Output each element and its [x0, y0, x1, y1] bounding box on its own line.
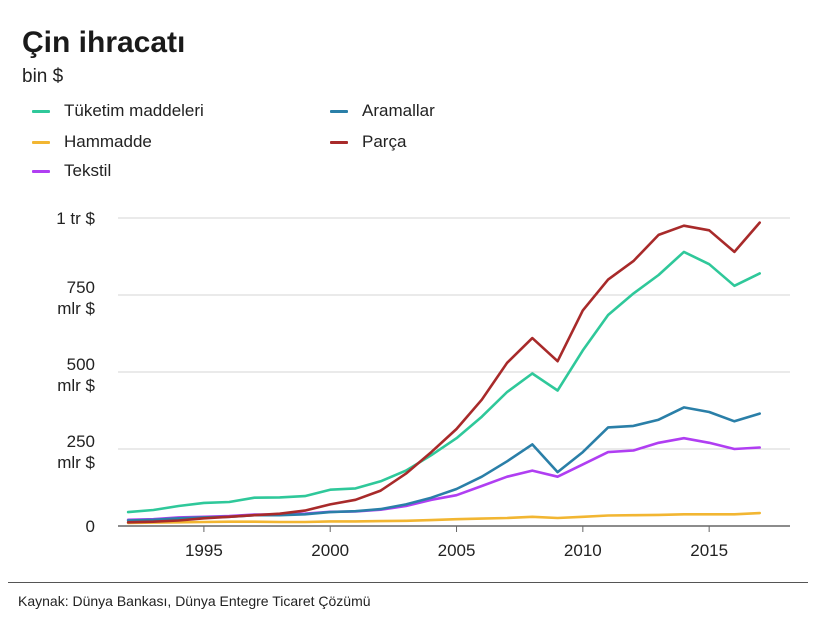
legend-swatch [32, 169, 50, 173]
source-note: Kaynak: Dünya Bankası, Dünya Entegre Tic… [18, 593, 371, 609]
legend-label: Parça [362, 132, 407, 151]
series-lines [126, 221, 762, 525]
legend-item-tuketim: Tüketim maddeleri [32, 100, 204, 122]
legend-swatch [330, 140, 348, 144]
x-axis-ticks: 1995 2000 2005 2010 2015 [185, 526, 728, 560]
x-tick-label: 2010 [564, 541, 602, 560]
series-line-1 [126, 511, 762, 525]
y-tick-label: 0 [86, 517, 95, 536]
y-tick-label: 1 tr $ [56, 209, 95, 228]
x-tick-label: 2000 [311, 541, 349, 560]
y-axis-ticks: 0 250 mlr $ 500 mlr $ 750 mlr $ 1 tr $ [56, 209, 95, 536]
y-tick-label: 750 mlr $ [57, 278, 95, 318]
legend-item-hammadde: Hammadde [32, 131, 152, 153]
y-tick-label-line: 500 [67, 355, 95, 374]
legend-label: Aramallar [362, 101, 435, 120]
x-tick-label: 2015 [690, 541, 728, 560]
legend-item-tekstil: Tekstil [32, 160, 111, 182]
y-tick-label-line: 250 [67, 432, 95, 451]
chart-subtitle: bin $ [22, 66, 64, 87]
y-tick-label-line: 1 tr $ [56, 209, 95, 228]
legend-item-aramallar: Aramallar [330, 100, 435, 122]
legend-label: Hammadde [64, 132, 152, 151]
y-tick-label: 250 mlr $ [57, 432, 95, 472]
series-line-3 [126, 406, 762, 522]
y-tick-label-line: mlr $ [57, 299, 95, 318]
source-divider [8, 582, 808, 583]
legend-swatch [330, 109, 348, 113]
legend-label: Tüketim maddeleri [64, 101, 204, 120]
x-tick-label: 2005 [438, 541, 476, 560]
grid-lines [118, 217, 790, 527]
y-tick-label-line: mlr $ [57, 453, 95, 472]
chart-title: Çin ihracatı [22, 26, 186, 59]
legend-swatch [32, 140, 50, 144]
line-chart: 0 250 mlr $ 500 mlr $ 750 mlr $ 1 tr $ 1995 2000… [56, 209, 790, 560]
series-line-2 [126, 436, 762, 522]
y-tick-label-line: 750 [67, 278, 95, 297]
legend-swatch [32, 109, 50, 113]
series-line-4 [126, 221, 762, 524]
legend-item-parca: Parça [330, 131, 406, 153]
y-tick-label: 500 mlr $ [57, 355, 95, 395]
y-tick-label-line: mlr $ [57, 376, 95, 395]
series-line-0 [126, 250, 762, 514]
legend-label: Tekstil [64, 161, 112, 180]
x-tick-label: 1995 [185, 541, 223, 560]
y-tick-label-line: 0 [86, 517, 95, 536]
